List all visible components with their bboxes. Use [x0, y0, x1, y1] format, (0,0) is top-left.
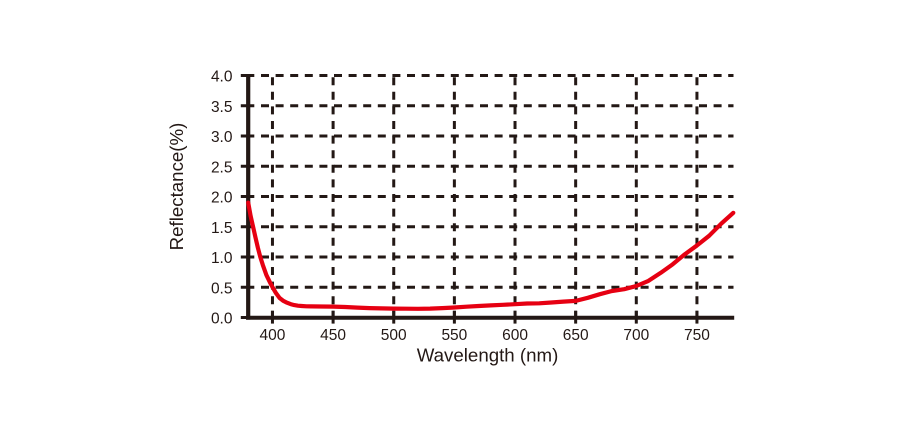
svg-text:450: 450 — [320, 327, 346, 344]
svg-text:500: 500 — [381, 327, 407, 344]
svg-text:400: 400 — [260, 327, 286, 344]
svg-text:4.0: 4.0 — [211, 69, 233, 86]
svg-text:600: 600 — [502, 327, 528, 344]
svg-text:2.0: 2.0 — [211, 190, 233, 207]
svg-text:650: 650 — [563, 327, 589, 344]
svg-text:2.5: 2.5 — [211, 159, 233, 176]
svg-text:750: 750 — [684, 327, 710, 344]
svg-text:3.0: 3.0 — [211, 129, 233, 146]
svg-text:0.0: 0.0 — [211, 311, 233, 328]
svg-text:Reflectance(%): Reflectance(%) — [166, 123, 187, 251]
svg-text:0.5: 0.5 — [211, 280, 233, 297]
svg-text:3.5: 3.5 — [211, 99, 233, 116]
svg-text:1.0: 1.0 — [211, 250, 233, 267]
svg-text:Wavelength (nm): Wavelength (nm) — [417, 345, 559, 366]
svg-text:1.5: 1.5 — [211, 220, 233, 237]
svg-text:550: 550 — [441, 327, 467, 344]
svg-text:700: 700 — [623, 327, 649, 344]
